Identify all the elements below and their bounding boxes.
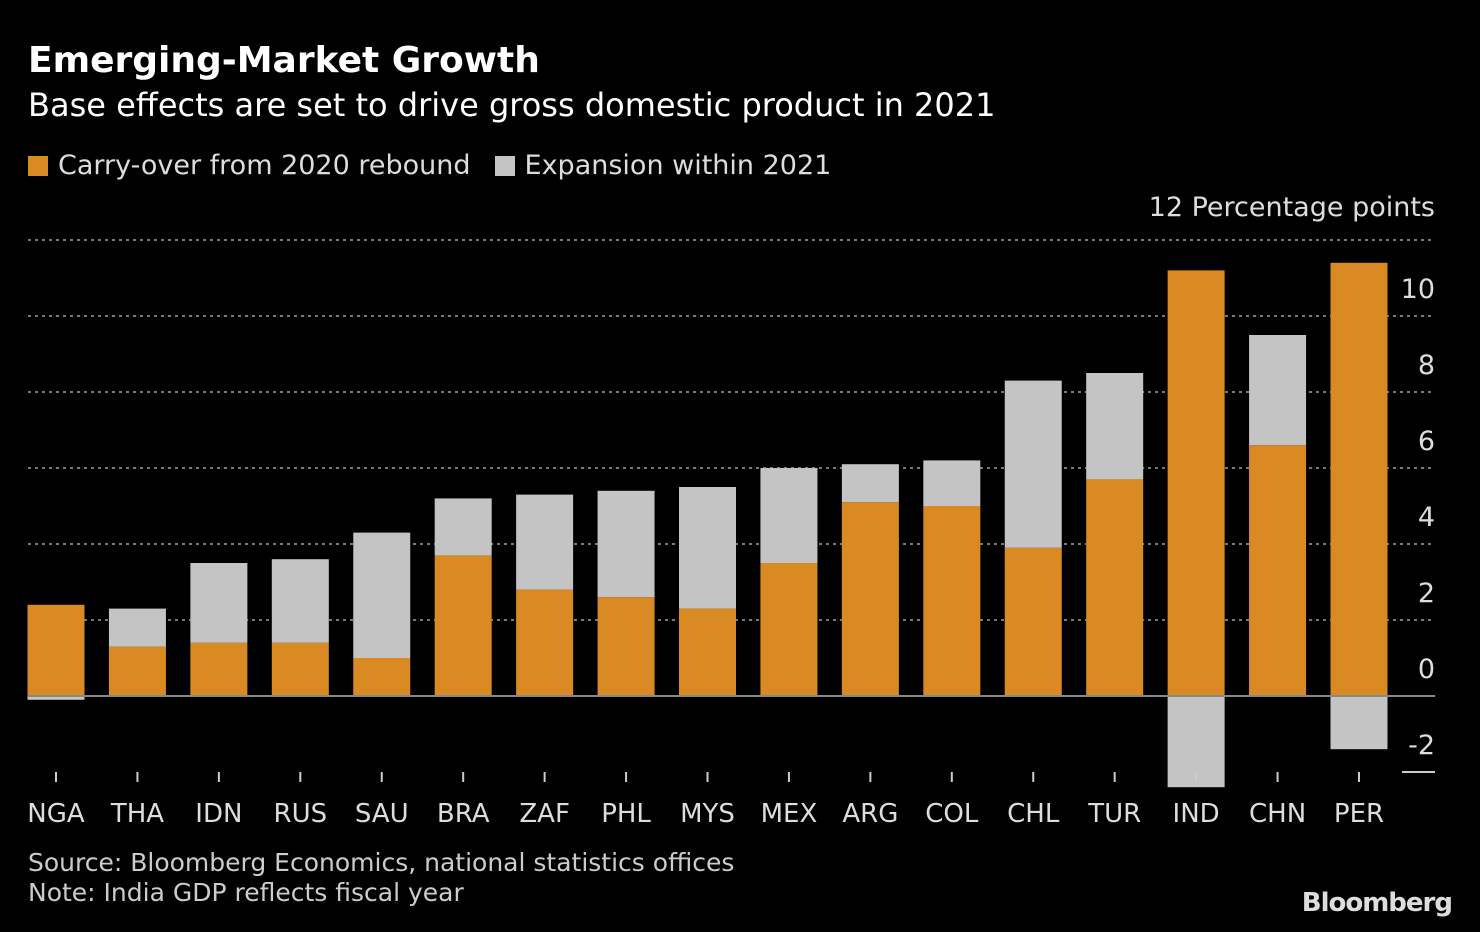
y-axis-unit: 12 Percentage points [1149,192,1435,223]
bar-carry-PER [1330,262,1388,696]
bar-expansion-MEX [760,468,818,563]
footnote: Note: India GDP reflects fiscal year [28,878,464,907]
x-tick-label: IDN [195,799,242,829]
bar-carry-THA [108,646,166,696]
bar-carry-PHL [597,597,655,696]
x-tick-label: COL [925,799,979,829]
y-tick-label: -2 [1408,730,1435,761]
x-tick-label: CHL [1007,799,1060,829]
bar-expansion-PER [1330,696,1388,750]
legend-swatch-expansion [494,155,515,176]
y-tick-label: 6 [1418,426,1435,457]
bar-expansion-BRA [434,498,492,556]
legend-item-carry: Carry-over from 2020 rebound [28,150,471,181]
bar-carry-SAU [353,658,411,696]
x-tick-label: THA [110,799,164,829]
x-tick-label: BRA [437,799,490,829]
y-tick-label: 2 [1418,578,1435,609]
bar-expansion-NGA [27,696,85,700]
x-tick-label: PHL [601,799,651,829]
x-tick-label: MYS [680,799,735,829]
bar-expansion-SAU [353,532,411,658]
bar-expansion-CHL [1004,380,1062,548]
y-tick-label: 10 [1401,274,1435,305]
bar-expansion-THA [108,608,166,647]
bar-expansion-ZAF [516,494,574,590]
bar-expansion-TUR [1086,373,1144,480]
legend-item-expansion: Expansion within 2021 [494,150,832,181]
x-tick-label: IND [1173,799,1220,829]
source-note: Source: Bloomberg Economics, national st… [28,848,735,877]
bar-carry-MEX [760,563,818,696]
y-tick-label: 4 [1418,502,1435,533]
chart-title: Emerging-Market Growth [28,40,540,81]
bar-carry-IDN [190,642,248,696]
x-tick-label: ARG [842,799,898,829]
x-tick-label: TUR [1087,799,1141,829]
y-tick-label: 0 [1418,654,1435,685]
x-tick-label: NGA [27,799,85,829]
bar-carry-COL [923,506,981,696]
bar-carry-BRA [434,555,492,696]
x-tick-label: MEX [761,799,818,829]
y-tick-label: 8 [1418,350,1435,381]
x-tick-label: ZAF [519,799,570,829]
bar-expansion-COL [923,460,981,506]
x-tick-label: CHN [1249,799,1306,829]
bar-expansion-IDN [190,563,248,643]
bar-expansion-RUS [271,559,329,643]
bar-carry-MYS [679,608,736,696]
x-tick-label: RUS [274,799,328,829]
bar-carry-IND [1167,270,1225,696]
bar-expansion-MYS [679,487,736,609]
bar-carry-CHL [1004,547,1062,696]
bar-carry-ZAF [516,589,574,696]
bar-carry-ARG [841,502,899,696]
y-tick-top: 12 [1148,192,1183,223]
bar-carry-CHN [1249,445,1307,696]
legend-swatch-carry [28,155,48,176]
bar-carry-RUS [271,642,329,696]
bar-carry-TUR [1086,479,1144,696]
bar-expansion-ARG [841,464,899,503]
legend-label: Expansion within 2021 [524,150,832,181]
bar-carry-NGA [27,604,85,696]
bar-expansion-PHL [597,490,655,598]
bloomberg-logo: Bloomberg [1301,888,1453,918]
y-axis-label: Percentage points [1191,192,1435,223]
legend-label: Carry-over from 2020 rebound [58,150,471,181]
chart-subtitle: Base effects are set to drive gross dome… [28,86,996,124]
legend: Carry-over from 2020 rebound Expansion w… [28,150,831,181]
bar-expansion-CHN [1249,335,1307,446]
x-tick-label: SAU [355,799,409,829]
x-tick-label: PER [1334,799,1384,829]
